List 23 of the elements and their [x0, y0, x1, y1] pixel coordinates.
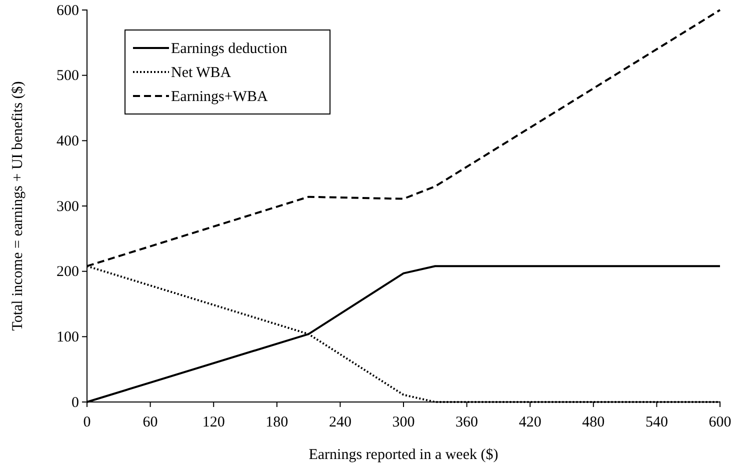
legend-label: Earnings deduction — [171, 41, 288, 57]
legend-label: Earnings+WBA — [171, 89, 268, 105]
y-tick-label: 100 — [56, 329, 79, 346]
x-tick-label: 240 — [328, 414, 352, 430]
y-tick-label: 200 — [56, 264, 79, 280]
y-axis-title: Total income = earnings + UI benefits ($) — [10, 81, 26, 331]
x-tick-label: 60 — [142, 414, 158, 430]
x-tick-label: 0 — [83, 414, 91, 430]
x-tick-label: 120 — [202, 414, 225, 430]
x-axis-title: Earnings reported in a week ($) — [308, 447, 498, 463]
x-tick-label: 180 — [266, 414, 288, 430]
x-tick-label: 600 — [708, 414, 732, 430]
y-tick-label: 0 — [72, 394, 79, 411]
x-tick-label: 300 — [392, 414, 415, 430]
y-tick-label: 600 — [56, 2, 79, 19]
x-tick-label: 540 — [645, 414, 668, 430]
y-tick-label: 400 — [56, 133, 79, 150]
x-tick-label: 360 — [456, 414, 478, 430]
y-tick-label: 300 — [56, 198, 79, 215]
y-tick-label: 500 — [56, 68, 79, 84]
legend-label: Net WBA — [171, 65, 232, 81]
x-tick-label: 480 — [582, 414, 605, 430]
x-tick-label: 420 — [518, 414, 542, 430]
